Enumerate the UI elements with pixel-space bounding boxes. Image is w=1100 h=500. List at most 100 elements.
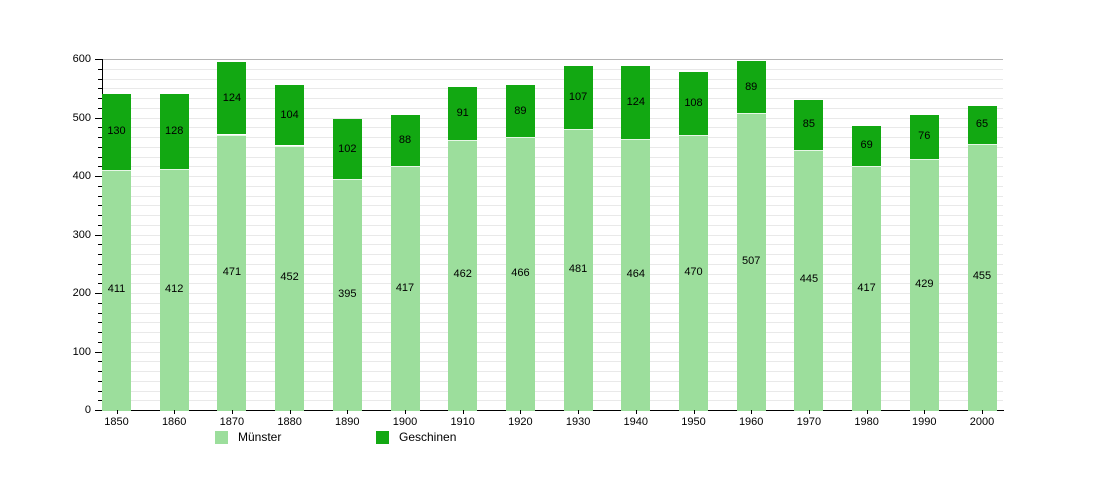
x-axis-tick xyxy=(866,410,868,414)
gridline xyxy=(102,312,1003,314)
x-axis-tick xyxy=(693,410,695,414)
bar-segment-1930-munster xyxy=(563,128,593,411)
gridline xyxy=(102,302,1003,304)
gridline xyxy=(102,146,1003,148)
y-axis-tick-label: 100 xyxy=(72,345,91,358)
bar-value-geschinen-1920: 89 xyxy=(514,104,527,117)
bar-segment-1880-munster xyxy=(275,145,305,411)
x-axis-tick-label: 1920 xyxy=(508,416,533,428)
x-axis-tick-label: 1870 xyxy=(219,416,245,428)
bar-value-munster-1920: 466 xyxy=(511,267,530,280)
y-axis-tick-label: 500 xyxy=(72,111,91,124)
gridline xyxy=(102,88,1003,90)
y-major-tick xyxy=(95,117,102,119)
y-minor-tick xyxy=(98,283,102,285)
bar-value-munster-1880: 452 xyxy=(280,271,299,284)
gridline xyxy=(102,127,1003,129)
bar-segment-1860-geschinen xyxy=(159,94,189,169)
x-axis-line xyxy=(102,410,1004,411)
gridline xyxy=(102,107,1003,109)
bar-value-munster-1950: 470 xyxy=(684,266,703,278)
x-axis-tick-label: 1890 xyxy=(335,416,360,428)
y-major-tick xyxy=(95,59,102,60)
bar-value-munster-1890: 395 xyxy=(338,288,357,300)
y-minor-tick xyxy=(98,380,102,382)
x-axis-tick xyxy=(347,410,349,414)
gridline xyxy=(102,273,1003,275)
y-minor-tick xyxy=(98,332,102,333)
gridline xyxy=(102,117,1003,119)
x-axis-tick-label: 1860 xyxy=(161,416,187,428)
bar-segment-1890-munster xyxy=(332,178,362,411)
munster-color-swatch xyxy=(215,431,228,444)
y-major-tick xyxy=(95,293,102,294)
x-axis-tick-label: 1940 xyxy=(623,416,649,428)
y-minor-tick xyxy=(98,156,102,158)
bar-value-geschinen-1860: 128 xyxy=(165,125,184,137)
bar-segment-1990-munster xyxy=(909,159,939,411)
x-axis-tick xyxy=(751,410,753,414)
bar-segment-1940-geschinen xyxy=(621,66,651,139)
gridline xyxy=(102,59,1003,60)
gridline xyxy=(102,68,1003,70)
bar-segment-1870-munster xyxy=(217,134,247,411)
bar-segment-1870-geschinen xyxy=(217,61,247,135)
x-axis-tick-label: 1970 xyxy=(796,416,822,428)
y-minor-tick xyxy=(98,68,102,70)
y-major-tick xyxy=(95,176,102,177)
bar-segment-1980-munster xyxy=(852,166,882,411)
gridline xyxy=(102,380,1003,382)
legend-item-munster: Münster xyxy=(215,431,281,444)
bar-value-geschinen-1960: 89 xyxy=(745,80,758,93)
x-axis-tick xyxy=(578,410,580,414)
gridline xyxy=(102,293,1003,294)
bar-value-munster-1850: 411 xyxy=(107,283,126,296)
bar-segment-1930-geschinen xyxy=(563,66,593,129)
y-minor-tick xyxy=(98,400,102,402)
bar-value-geschinen-1880: 104 xyxy=(280,108,299,121)
x-axis-tick-label: 1900 xyxy=(392,416,418,428)
bar-value-munster-1910: 462 xyxy=(453,268,472,281)
bar-segment-1920-geschinen xyxy=(505,85,535,138)
bar-value-munster-1940: 464 xyxy=(626,267,645,280)
bar-segment-1990-geschinen xyxy=(909,114,939,160)
gridline xyxy=(102,322,1003,324)
bar-value-geschinen-1990: 76 xyxy=(918,130,931,143)
gridline xyxy=(102,98,1003,99)
bar-value-geschinen-1910: 91 xyxy=(456,106,469,119)
x-axis-tick-label: 1910 xyxy=(450,416,475,428)
bar-segment-1980-geschinen xyxy=(852,125,882,167)
y-minor-tick xyxy=(98,302,102,304)
gridline xyxy=(102,156,1003,158)
y-minor-tick xyxy=(98,98,102,99)
y-minor-tick xyxy=(98,88,102,90)
x-axis-tick xyxy=(462,410,464,414)
x-axis-tick-label: 1850 xyxy=(104,416,129,428)
gridline xyxy=(102,176,1003,177)
y-axis-tick-label: 600 xyxy=(72,53,91,65)
gridline xyxy=(102,254,1003,255)
gridline xyxy=(102,205,1003,207)
y-axis-tick-label: 400 xyxy=(72,170,91,182)
bar-segment-1940-munster xyxy=(621,138,651,411)
bar-segment-1960-munster xyxy=(736,113,766,411)
gridline xyxy=(102,234,1003,236)
gridline xyxy=(102,371,1003,372)
x-axis-tick xyxy=(116,410,118,414)
x-axis-tick-label: 1980 xyxy=(854,416,879,428)
x-axis-tick-label: 1950 xyxy=(681,416,706,428)
y-minor-tick xyxy=(98,137,102,138)
y-minor-tick xyxy=(98,146,102,148)
y-minor-tick xyxy=(98,78,102,80)
y-major-tick xyxy=(95,410,102,411)
y-minor-tick xyxy=(98,127,102,129)
bar-segment-1900-munster xyxy=(390,166,420,411)
bar-value-munster-1930: 481 xyxy=(568,262,588,275)
gridline xyxy=(102,224,1003,226)
y-major-tick xyxy=(95,351,102,353)
bar-segment-1890-geschinen xyxy=(332,119,362,179)
bar-segment-1880-geschinen xyxy=(275,84,305,146)
bar-value-geschinen-1930: 107 xyxy=(568,90,588,103)
x-axis-tick xyxy=(808,410,810,414)
y-minor-tick xyxy=(98,390,102,392)
